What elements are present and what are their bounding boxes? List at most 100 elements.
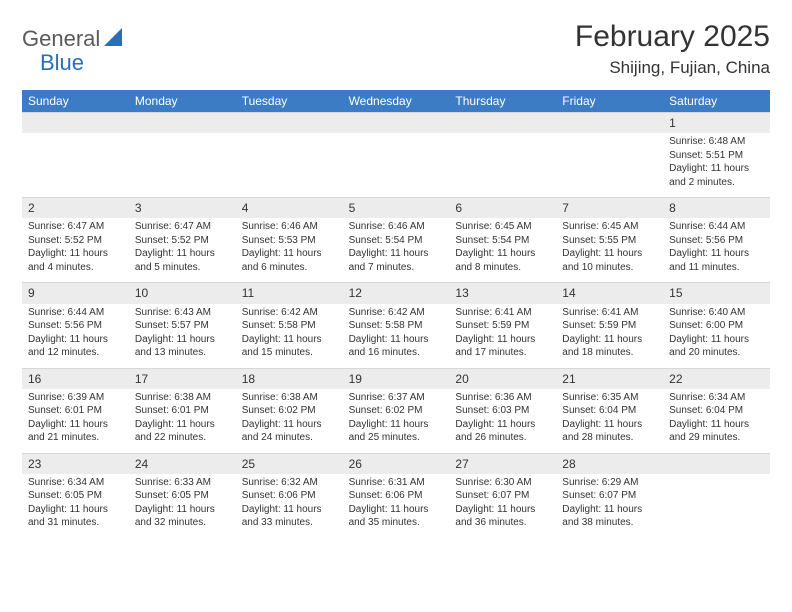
weekday-wed: Wednesday	[343, 90, 450, 112]
calendar-cell	[343, 112, 450, 197]
day-details: Sunrise: 6:33 AMSunset: 6:05 PMDaylight:…	[129, 474, 236, 538]
sunrise-text: Sunrise: 6:42 AM	[349, 306, 444, 320]
day-details: Sunrise: 6:38 AMSunset: 6:02 PMDaylight:…	[236, 389, 343, 453]
sunset-text: Sunset: 5:54 PM	[455, 234, 550, 248]
day-details	[449, 133, 556, 195]
sunrise-text: Sunrise: 6:47 AM	[135, 220, 230, 234]
day-number: 18	[236, 368, 343, 389]
weekday-sun: Sunday	[22, 90, 129, 112]
day-number: 2	[22, 197, 129, 218]
daylight-text: Daylight: 11 hours and 21 minutes.	[28, 418, 123, 445]
day-number	[22, 112, 129, 133]
calendar-cell: 19Sunrise: 6:37 AMSunset: 6:02 PMDayligh…	[343, 368, 450, 453]
calendar-cell	[22, 112, 129, 197]
daylight-text: Daylight: 11 hours and 18 minutes.	[562, 333, 657, 360]
daylight-text: Daylight: 11 hours and 5 minutes.	[135, 247, 230, 274]
calendar-cell	[236, 112, 343, 197]
day-details: Sunrise: 6:34 AMSunset: 6:04 PMDaylight:…	[663, 389, 770, 453]
daylight-text: Daylight: 11 hours and 11 minutes.	[669, 247, 764, 274]
day-details: Sunrise: 6:37 AMSunset: 6:02 PMDaylight:…	[343, 389, 450, 453]
day-number: 11	[236, 282, 343, 303]
sunrise-text: Sunrise: 6:43 AM	[135, 306, 230, 320]
sunset-text: Sunset: 5:54 PM	[349, 234, 444, 248]
day-details: Sunrise: 6:43 AMSunset: 5:57 PMDaylight:…	[129, 304, 236, 368]
sunrise-text: Sunrise: 6:34 AM	[28, 476, 123, 490]
calendar-cell: 17Sunrise: 6:38 AMSunset: 6:01 PMDayligh…	[129, 368, 236, 453]
logo-part2: Blue	[40, 50, 84, 75]
sunset-text: Sunset: 6:05 PM	[135, 489, 230, 503]
sunrise-text: Sunrise: 6:38 AM	[135, 391, 230, 405]
calendar-cell: 5Sunrise: 6:46 AMSunset: 5:54 PMDaylight…	[343, 197, 450, 282]
sunset-text: Sunset: 6:06 PM	[349, 489, 444, 503]
day-number: 13	[449, 282, 556, 303]
calendar-cell: 4Sunrise: 6:46 AMSunset: 5:53 PMDaylight…	[236, 197, 343, 282]
day-number: 21	[556, 368, 663, 389]
calendar-cell: 21Sunrise: 6:35 AMSunset: 6:04 PMDayligh…	[556, 368, 663, 453]
daylight-text: Daylight: 11 hours and 32 minutes.	[135, 503, 230, 530]
sunrise-text: Sunrise: 6:44 AM	[669, 220, 764, 234]
sunset-text: Sunset: 6:05 PM	[28, 489, 123, 503]
daylight-text: Daylight: 11 hours and 6 minutes.	[242, 247, 337, 274]
calendar-cell: 26Sunrise: 6:31 AMSunset: 6:06 PMDayligh…	[343, 453, 450, 538]
sunrise-text: Sunrise: 6:38 AM	[242, 391, 337, 405]
day-number	[129, 112, 236, 133]
day-number: 12	[343, 282, 450, 303]
calendar-cell: 16Sunrise: 6:39 AMSunset: 6:01 PMDayligh…	[22, 368, 129, 453]
calendar-cell: 9Sunrise: 6:44 AMSunset: 5:56 PMDaylight…	[22, 282, 129, 367]
daylight-text: Daylight: 11 hours and 16 minutes.	[349, 333, 444, 360]
calendar-week: 1Sunrise: 6:48 AMSunset: 5:51 PMDaylight…	[22, 112, 770, 197]
day-details: Sunrise: 6:39 AMSunset: 6:01 PMDaylight:…	[22, 389, 129, 453]
sunrise-text: Sunrise: 6:47 AM	[28, 220, 123, 234]
day-details: Sunrise: 6:38 AMSunset: 6:01 PMDaylight:…	[129, 389, 236, 453]
sunset-text: Sunset: 5:58 PM	[349, 319, 444, 333]
day-number: 7	[556, 197, 663, 218]
day-details	[343, 133, 450, 195]
day-number: 5	[343, 197, 450, 218]
day-number: 10	[129, 282, 236, 303]
daylight-text: Daylight: 11 hours and 20 minutes.	[669, 333, 764, 360]
day-number: 6	[449, 197, 556, 218]
day-details: Sunrise: 6:30 AMSunset: 6:07 PMDaylight:…	[449, 474, 556, 538]
day-number: 27	[449, 453, 556, 474]
calendar-week: 2Sunrise: 6:47 AMSunset: 5:52 PMDaylight…	[22, 197, 770, 282]
sunset-text: Sunset: 5:53 PM	[242, 234, 337, 248]
day-number: 9	[22, 282, 129, 303]
sunrise-text: Sunrise: 6:39 AM	[28, 391, 123, 405]
sunset-text: Sunset: 5:59 PM	[455, 319, 550, 333]
sunset-text: Sunset: 5:52 PM	[135, 234, 230, 248]
weekday-thu: Thursday	[449, 90, 556, 112]
sunset-text: Sunset: 6:04 PM	[669, 404, 764, 418]
calendar-cell: 3Sunrise: 6:47 AMSunset: 5:52 PMDaylight…	[129, 197, 236, 282]
day-details: Sunrise: 6:44 AMSunset: 5:56 PMDaylight:…	[22, 304, 129, 368]
sunrise-text: Sunrise: 6:31 AM	[349, 476, 444, 490]
sunset-text: Sunset: 5:51 PM	[669, 149, 764, 163]
daylight-text: Daylight: 11 hours and 38 minutes.	[562, 503, 657, 530]
sunrise-text: Sunrise: 6:44 AM	[28, 306, 123, 320]
sunset-text: Sunset: 6:03 PM	[455, 404, 550, 418]
weekday-fri: Friday	[556, 90, 663, 112]
sunrise-text: Sunrise: 6:41 AM	[455, 306, 550, 320]
sunset-text: Sunset: 6:07 PM	[455, 489, 550, 503]
daylight-text: Daylight: 11 hours and 22 minutes.	[135, 418, 230, 445]
day-number: 26	[343, 453, 450, 474]
day-details: Sunrise: 6:41 AMSunset: 5:59 PMDaylight:…	[556, 304, 663, 368]
daylight-text: Daylight: 11 hours and 36 minutes.	[455, 503, 550, 530]
day-number: 28	[556, 453, 663, 474]
day-details: Sunrise: 6:44 AMSunset: 5:56 PMDaylight:…	[663, 218, 770, 282]
calendar-cell: 25Sunrise: 6:32 AMSunset: 6:06 PMDayligh…	[236, 453, 343, 538]
day-details: Sunrise: 6:45 AMSunset: 5:55 PMDaylight:…	[556, 218, 663, 282]
sunrise-text: Sunrise: 6:29 AM	[562, 476, 657, 490]
day-details: Sunrise: 6:34 AMSunset: 6:05 PMDaylight:…	[22, 474, 129, 538]
day-number	[343, 112, 450, 133]
day-number: 15	[663, 282, 770, 303]
daylight-text: Daylight: 11 hours and 33 minutes.	[242, 503, 337, 530]
sunrise-text: Sunrise: 6:46 AM	[242, 220, 337, 234]
day-number	[236, 112, 343, 133]
calendar-cell: 22Sunrise: 6:34 AMSunset: 6:04 PMDayligh…	[663, 368, 770, 453]
weekday-tue: Tuesday	[236, 90, 343, 112]
day-details: Sunrise: 6:35 AMSunset: 6:04 PMDaylight:…	[556, 389, 663, 453]
day-details: Sunrise: 6:40 AMSunset: 6:00 PMDaylight:…	[663, 304, 770, 368]
sunset-text: Sunset: 5:55 PM	[562, 234, 657, 248]
day-number: 17	[129, 368, 236, 389]
day-number: 8	[663, 197, 770, 218]
